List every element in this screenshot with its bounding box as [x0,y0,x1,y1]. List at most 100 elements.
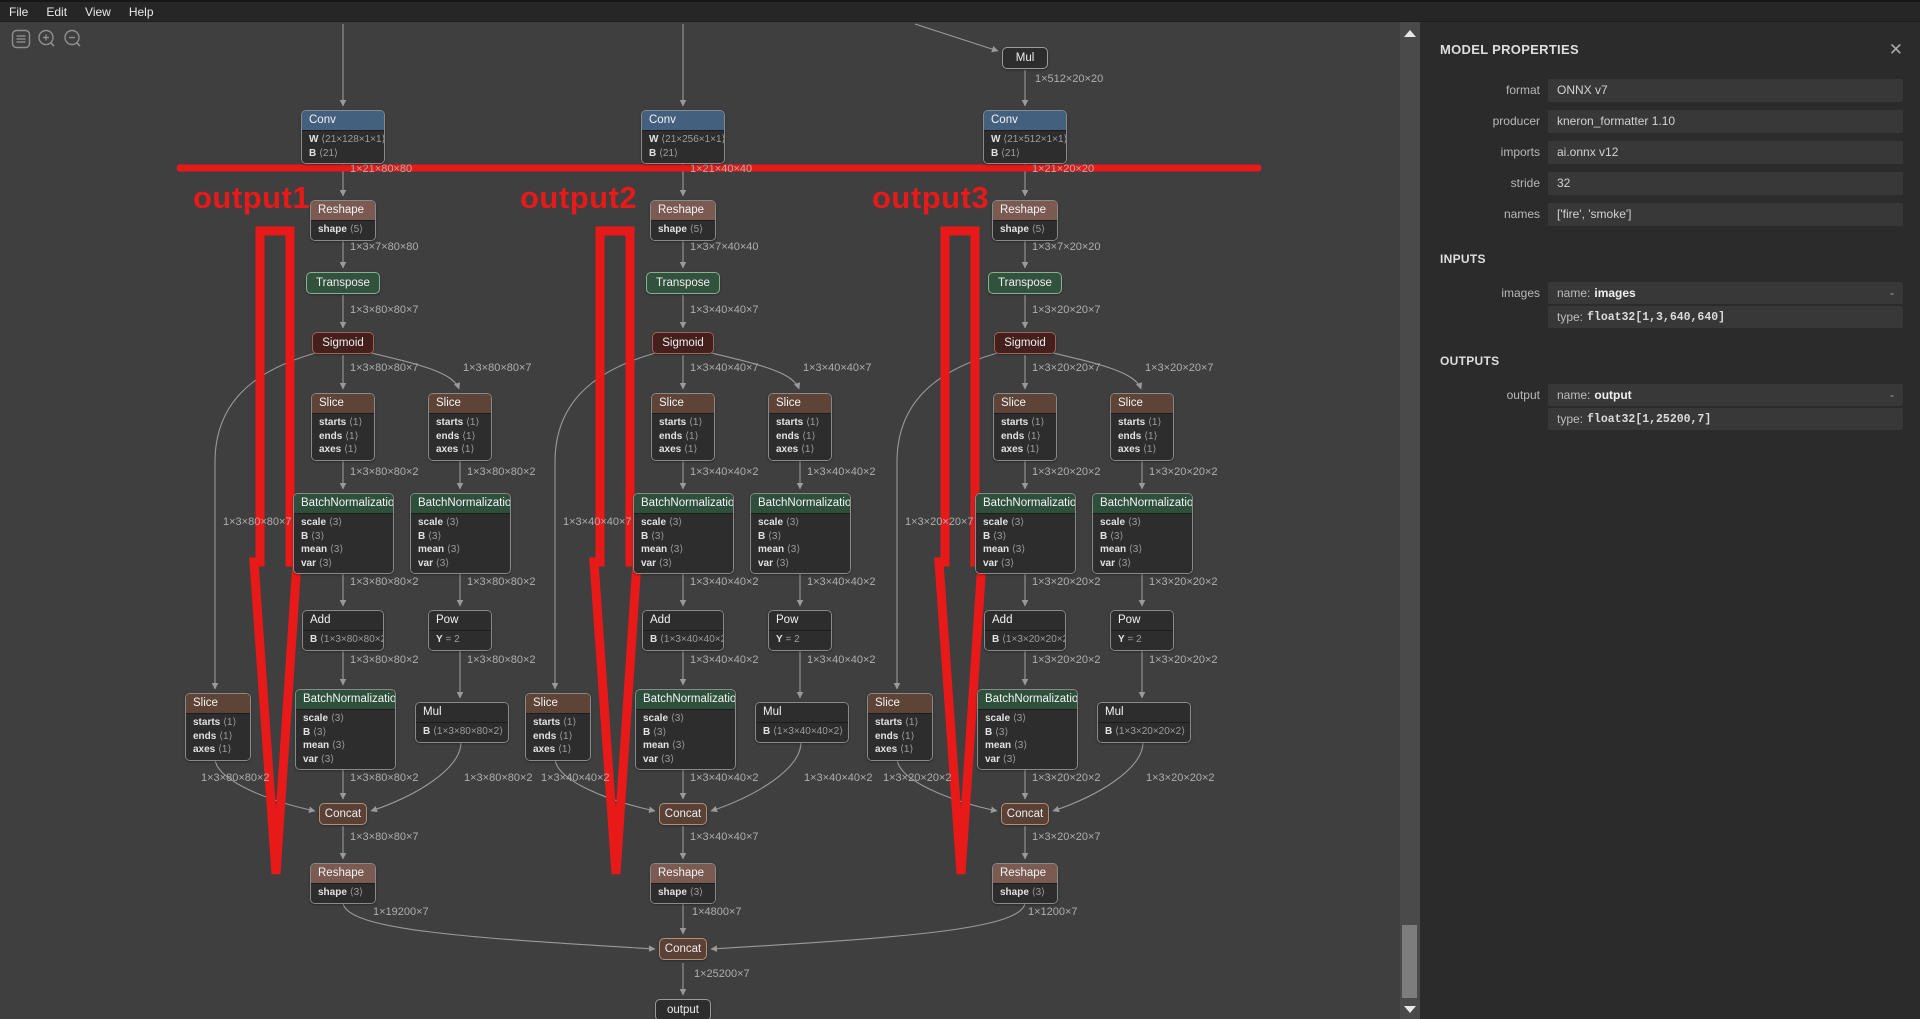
node-title: Pow [429,611,491,630]
node-batchnormalization[interactable]: BatchNormalization scale ⟨3⟩ B ⟨3⟩ mean ⟨3⟩… [635,689,736,770]
node-reshape[interactable]: Reshape shape ⟨5⟩ [992,200,1058,241]
node-title: BatchNormalization [978,690,1077,709]
property-value[interactable]: 32 [1548,172,1903,195]
node-title: Slice [186,694,250,713]
node-param: var ⟨3⟩ [643,753,675,765]
node-param: B ⟨21⟩ [309,147,338,159]
node-concat[interactable]: Concat [319,803,367,825]
zoom-out-button[interactable] [62,28,83,49]
node-param: shape ⟨5⟩ [318,224,364,235]
node-add[interactable]: Add B ⟨1×3×80×80×2⟩ [302,610,384,651]
node-reshape[interactable]: Reshape shape ⟨3⟩ [650,863,716,904]
node-param: scale ⟨3⟩ [643,713,685,724]
scroll-down-icon[interactable] [1404,1006,1416,1013]
node-batchnormalization[interactable]: BatchNormalization scale ⟨3⟩ B ⟨3⟩ mean ⟨3⟩… [750,493,851,574]
node-param: axes ⟨1⟩ [533,744,572,755]
graph-canvas[interactable]: 1×21×80×80 1×3×7×80×80 1×3×80×80×7 1×3×80×8… [0,22,1400,1019]
node-reshape[interactable]: Reshape shape ⟨5⟩ [310,200,376,241]
node-param: B ⟨3⟩ [641,530,665,542]
node-conv[interactable]: Conv W ⟨21×512×1×1⟩ B ⟨21⟩ [983,110,1067,164]
node-conv[interactable]: Conv W ⟨21×128×1×1⟩ B ⟨21⟩ [301,110,385,164]
node-param: axes ⟨1⟩ [319,444,358,455]
model-properties-panel: MODEL PROPERTIES ✕ format ONNX v7 produc… [1420,22,1920,1019]
property-value[interactable]: ['fire', 'smoke'] [1548,203,1903,226]
node-sigmoid[interactable]: Sigmoid [994,332,1056,354]
menu-view[interactable]: View [85,4,111,19]
node-param: axes ⟨1⟩ [1001,444,1040,455]
node-pow[interactable]: Pow Y = 2 [428,610,492,651]
node-title: Transpose [656,277,710,289]
node-title: Slice [526,694,590,713]
node-param: starts ⟨1⟩ [319,417,363,428]
edge-label: 1×3×80×80×2 [350,466,419,478]
node-mul[interactable]: Mul [1002,47,1048,69]
output-name: output [1594,388,1632,402]
menu-help[interactable]: Help [128,4,154,19]
output-label: output [1506,388,1540,402]
node-conv[interactable]: Conv W ⟨21×256×1×1⟩ B ⟨21⟩ [641,110,725,164]
node-slice[interactable]: Slice starts ⟨1⟩ ends ⟨1⟩ axes ⟨1⟩ [185,693,251,761]
node-batchnormalization[interactable]: BatchNormalization scale ⟨3⟩ B ⟨3⟩ mean ⟨3⟩… [295,689,396,770]
node-title: Transpose [998,277,1052,289]
node-slice[interactable]: Slice starts ⟨1⟩ ends ⟨1⟩ axes ⟨1⟩ [525,693,591,761]
collapse-toggle[interactable]: - [1890,286,1894,300]
input-name-field[interactable]: name: images - [1548,282,1903,304]
node-add[interactable]: Add B ⟨1×3×20×20×2⟩ [984,610,1066,651]
node-batchnormalization[interactable]: BatchNormalization scale ⟨3⟩ B ⟨3⟩ mean ⟨3⟩… [977,689,1078,770]
node-batchnormalization[interactable]: BatchNormalization scale ⟨3⟩ B ⟨3⟩ mean ⟨3⟩… [1092,493,1193,574]
node-add[interactable]: Add B ⟨1×3×40×40×2⟩ [642,610,724,651]
node-reshape[interactable]: Reshape shape ⟨5⟩ [650,200,716,241]
collapse-toggle[interactable]: - [1890,388,1894,402]
menu-file[interactable]: File [9,4,29,19]
node-batchnormalization[interactable]: BatchNormalization scale ⟨3⟩ B ⟨3⟩ mean ⟨3⟩… [975,493,1076,574]
node-title: BatchNormalization [296,690,395,709]
node-param: B ⟨3⟩ [643,726,667,738]
node-param: scale ⟨3⟩ [641,517,683,528]
node-slice[interactable]: Slice starts ⟨1⟩ ends ⟨1⟩ axes ⟨1⟩ [993,393,1057,461]
node-reshape[interactable]: Reshape shape ⟨3⟩ [310,863,376,904]
node-param: shape ⟨3⟩ [1000,887,1046,898]
node-param: mean ⟨3⟩ [1100,544,1143,555]
property-value[interactable]: ai.onnx v12 [1548,141,1903,164]
node-sigmoid[interactable]: Sigmoid [312,332,374,354]
node-transpose[interactable]: Transpose [988,272,1062,294]
model-properties-button[interactable] [10,28,31,49]
scroll-up-icon[interactable] [1404,30,1416,37]
node-concat[interactable]: Concat [659,938,707,960]
edge-label: 1×3×7×40×40 [690,241,759,253]
vertical-scrollbar[interactable] [1400,22,1420,1019]
node-batchnormalization[interactable]: BatchNormalization scale ⟨3⟩ B ⟨3⟩ mean ⟨3⟩… [410,493,511,574]
node-mul[interactable]: Mul B ⟨1×3×20×20×2⟩ [1097,702,1191,743]
property-value[interactable]: kneron_formatter 1.10 [1548,110,1903,133]
close-icon[interactable]: ✕ [1888,39,1903,59]
node-slice[interactable]: Slice starts ⟨1⟩ ends ⟨1⟩ axes ⟨1⟩ [768,393,832,461]
node-batchnormalization[interactable]: BatchNormalization scale ⟨3⟩ B ⟨3⟩ mean ⟨3⟩… [293,493,394,574]
output-type-field[interactable]: type: float32[1,25200,7] [1548,408,1903,430]
node-transpose[interactable]: Transpose [306,272,380,294]
menu-edit[interactable]: Edit [46,4,68,19]
property-value[interactable]: ONNX v7 [1548,79,1903,102]
node-pow[interactable]: Pow Y = 2 [768,610,832,651]
node-param: axes ⟨1⟩ [875,744,914,755]
node-slice[interactable]: Slice starts ⟨1⟩ ends ⟨1⟩ axes ⟨1⟩ [311,393,375,461]
node-mul[interactable]: Mul B ⟨1×3×40×40×2⟩ [755,702,849,743]
node-transpose[interactable]: Transpose [646,272,720,294]
node-slice[interactable]: Slice starts ⟨1⟩ ends ⟨1⟩ axes ⟨1⟩ [867,693,933,761]
node-concat[interactable]: Concat [1001,803,1049,825]
node-batchnormalization[interactable]: BatchNormalization scale ⟨3⟩ B ⟨3⟩ mean ⟨3⟩… [633,493,734,574]
node-mul[interactable]: Mul B ⟨1×3×80×80×2⟩ [415,702,509,743]
node-slice[interactable]: Slice starts ⟨1⟩ ends ⟨1⟩ axes ⟨1⟩ [1110,393,1174,461]
node-slice[interactable]: Slice starts ⟨1⟩ ends ⟨1⟩ axes ⟨1⟩ [651,393,715,461]
input-type-field[interactable]: type: float32[1,3,640,640] [1548,306,1903,328]
node-sigmoid[interactable]: Sigmoid [652,332,714,354]
scrollbar-thumb[interactable] [1402,925,1417,998]
node-pow[interactable]: Pow Y = 2 [1110,610,1174,651]
zoom-in-button[interactable] [36,28,57,49]
output-name-field[interactable]: name: output - [1548,384,1903,406]
node-output[interactable]: output [655,999,711,1019]
node-title: Add [643,611,723,630]
node-concat[interactable]: Concat [659,803,707,825]
node-slice[interactable]: Slice starts ⟨1⟩ ends ⟨1⟩ axes ⟨1⟩ [428,393,492,461]
node-param: B ⟨1×3×40×40×2⟩ [763,726,844,737]
node-reshape[interactable]: Reshape shape ⟨3⟩ [992,863,1058,904]
